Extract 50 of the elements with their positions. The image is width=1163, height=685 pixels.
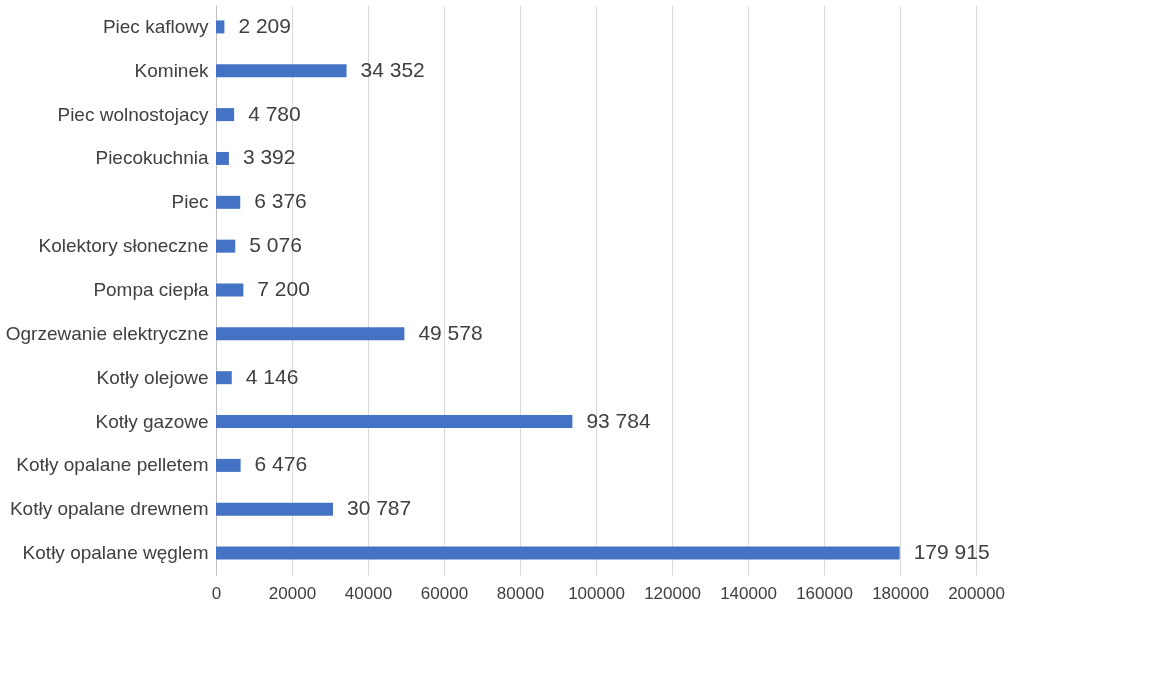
data-label: 4 780 [248,101,301,125]
bar [216,458,241,472]
data-label: 4 146 [245,364,299,388]
x-tick-label: 20000 [268,583,317,603]
y-tick-label: Kotły gazowe [95,410,209,432]
y-tick-label: Kotły opalane drewnem [9,498,209,520]
x-tick-label: 160000 [796,583,853,603]
data-label: 6 476 [254,452,308,476]
data-label: 6 376 [254,189,307,213]
x-tick-label: 140000 [720,583,777,603]
y-tick-label: Piecokuchnia [95,147,209,169]
x-tick-label: 100000 [568,583,625,603]
data-label: 3 392 [242,145,296,169]
data-label: 34 352 [360,57,425,81]
x-tick-label: 120000 [644,583,701,603]
data-label: 93 784 [586,408,651,432]
bar [216,151,229,165]
y-tick-label: Piec kaflowy [102,15,209,37]
y-tick-label: Piec [171,191,209,213]
bar [216,239,236,253]
x-tick-label: 60000 [420,583,469,603]
bar [216,502,333,516]
y-tick-label: Kotły olejowe [96,366,209,388]
data-label: 30 787 [346,496,412,520]
y-tick-label: Pompa ciepła [93,279,209,300]
y-tick-label: Kotły opalane węglem [22,542,209,564]
y-tick-label: Kolektory słoneczne [38,235,209,257]
bar [216,371,232,385]
data-label: 7 200 [257,277,310,300]
y-tick-label: Kotły opalane pelletem [16,454,209,476]
bar [216,327,405,341]
data-label: 179 915 [913,540,990,564]
bar [216,64,347,78]
bar [216,20,225,34]
bar [216,108,235,122]
bar [216,546,900,560]
x-tick-label: 0 [211,583,222,603]
bar [216,195,241,209]
x-tick-label: 80000 [496,583,545,603]
data-label: 2 209 [238,13,291,37]
x-tick-label: 200000 [948,583,1005,603]
data-label: 49 578 [418,320,483,344]
bar [216,283,244,297]
y-tick-label: Kominek [134,59,209,81]
y-tick-label: Ogrzewanie elektryczne [5,322,209,344]
bar [216,415,573,429]
data-label: 5 076 [249,233,302,257]
y-tick-label: Piec wolnostojacy [57,103,209,125]
x-tick-label: 40000 [344,583,393,603]
x-tick-label: 180000 [872,583,929,603]
